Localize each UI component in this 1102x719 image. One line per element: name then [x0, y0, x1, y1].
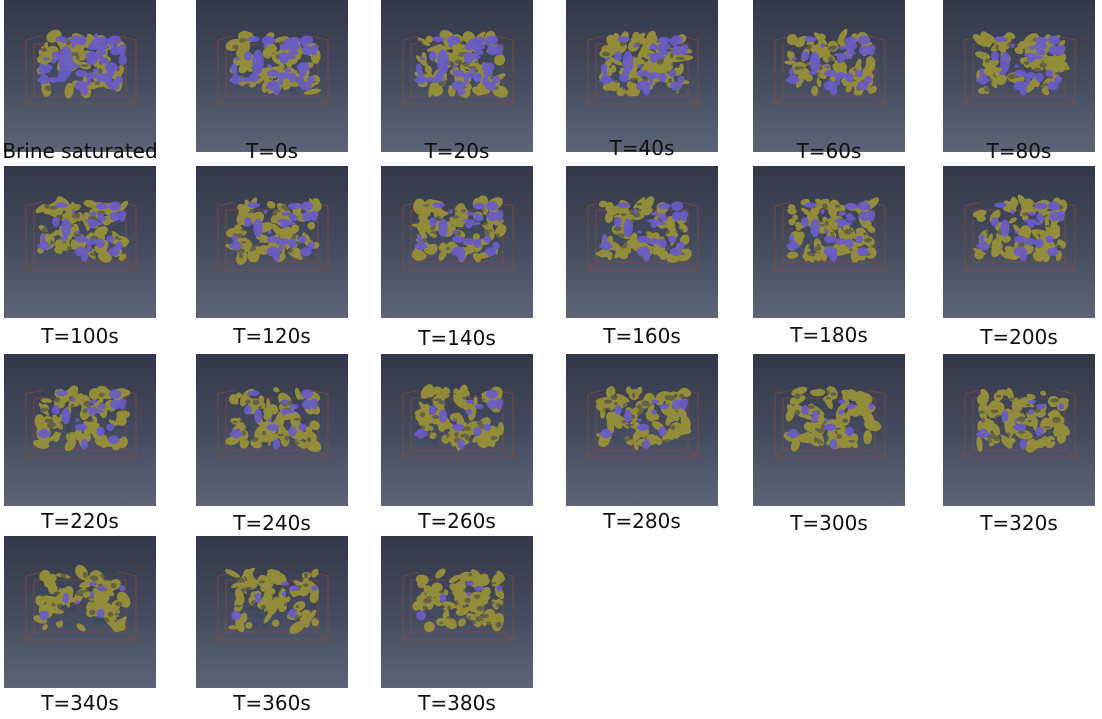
- frame-caption: T=20s: [424, 139, 490, 163]
- brine-phase: [229, 201, 319, 262]
- frame-caption: T=360s: [233, 691, 311, 715]
- brine-phase: [37, 389, 127, 450]
- frame-panel: [196, 166, 348, 318]
- frame-panel: [196, 536, 348, 688]
- micro-ct-render-image: [587, 385, 699, 459]
- brine-phase: [786, 35, 876, 96]
- frame-panel: [943, 166, 1095, 318]
- brine-phase: [414, 201, 504, 262]
- frame-panel: [381, 536, 533, 688]
- brine-phase: [416, 581, 503, 621]
- micro-ct-render-image: [774, 28, 886, 105]
- micro-ct-render-image: [217, 387, 329, 459]
- frame-caption: T=260s: [418, 509, 496, 533]
- micro-ct-render-image: [964, 194, 1076, 271]
- brine-phase: [231, 581, 318, 621]
- sample-bounding-box: [402, 201, 514, 271]
- micro-ct-render-image: [774, 197, 886, 271]
- frame-panel: [4, 354, 156, 506]
- micro-ct-render-image: [402, 384, 514, 459]
- frame-caption: T=160s: [603, 324, 681, 348]
- frame-caption: T=0s: [245, 139, 299, 163]
- frame-panel: [381, 354, 533, 506]
- micro-ct-render-image: [25, 196, 137, 271]
- frame-caption: T=280s: [603, 509, 681, 533]
- brine-phase: [599, 35, 689, 96]
- frame-caption: T=320s: [980, 511, 1058, 535]
- micro-ct-render-image: [587, 196, 699, 271]
- brine-phase: [976, 35, 1066, 96]
- sample-bounding-box: [25, 201, 137, 271]
- brine-phase: [976, 399, 1065, 450]
- micro-ct-render-image: [402, 195, 514, 271]
- micro-ct-render-image: [217, 197, 329, 271]
- frame-panel: [753, 166, 905, 318]
- frame-caption: T=180s: [790, 323, 868, 347]
- brine-phase: [786, 201, 876, 262]
- rock-matrix: [783, 386, 882, 452]
- frame-caption: Brine saturated: [2, 139, 158, 163]
- frame-panel: [753, 354, 905, 506]
- frame-panel: [196, 354, 348, 506]
- rock-matrix: [412, 568, 505, 633]
- frame-caption: T=60s: [796, 139, 862, 163]
- micro-ct-render-image: [25, 564, 137, 641]
- frame-caption: T=340s: [41, 691, 119, 715]
- brine-phase: [37, 201, 127, 262]
- frame-caption: T=220s: [41, 509, 119, 533]
- frame-panel: [566, 0, 718, 152]
- brine-phase: [976, 201, 1066, 262]
- frame-panel: [196, 0, 348, 152]
- sample-bounding-box: [25, 35, 137, 105]
- micro-ct-render-image: [25, 385, 137, 459]
- micro-ct-render-image: [587, 30, 699, 105]
- brine-phase: [786, 399, 875, 450]
- micro-ct-render-image: [774, 386, 886, 459]
- rock-matrix: [976, 387, 1070, 453]
- frame-panel: [943, 354, 1095, 506]
- sample-bounding-box: [217, 201, 329, 271]
- micro-ct-render-image: [964, 31, 1076, 105]
- frame-panel: [4, 166, 156, 318]
- brine-phase: [599, 201, 689, 262]
- frame-caption: T=240s: [233, 511, 311, 535]
- frame-caption: T=40s: [609, 136, 675, 160]
- brine-phase: [414, 389, 504, 450]
- micro-ct-render-image: [217, 567, 329, 641]
- rock-matrix: [224, 567, 320, 634]
- brine-phase: [39, 581, 126, 621]
- frame-panel: [566, 166, 718, 318]
- micro-ct-render-image: [402, 568, 514, 641]
- frame-caption: T=380s: [418, 691, 496, 715]
- micro-ct-render-image: [402, 30, 514, 105]
- frame-caption: T=140s: [418, 326, 496, 350]
- micro-ct-render-image: [25, 29, 137, 105]
- frame-panel: [566, 354, 718, 506]
- frame-panel: [4, 536, 156, 688]
- frame-caption: T=100s: [41, 324, 119, 348]
- brine-phase: [599, 398, 689, 450]
- rock-matrix: [33, 564, 131, 633]
- frame-panel: [381, 0, 533, 152]
- frame-panel: [753, 0, 905, 152]
- brine-phase: [229, 35, 319, 96]
- frame-panel: [4, 0, 156, 152]
- frame-panel: [943, 0, 1095, 152]
- brine-phase: [37, 33, 127, 96]
- frame-caption: T=120s: [233, 324, 311, 348]
- frame-caption: T=300s: [790, 511, 868, 535]
- micro-ct-render-image: [217, 30, 329, 105]
- rock-matrix: [784, 28, 878, 96]
- brine-phase: [414, 35, 504, 96]
- sample-bounding-box: [964, 201, 1076, 271]
- brine-phase: [229, 389, 319, 450]
- micro-ct-render-image: [964, 387, 1076, 459]
- rock-matrix: [595, 385, 692, 451]
- frame-caption: T=80s: [986, 139, 1052, 163]
- frame-caption: T=200s: [980, 325, 1058, 349]
- frame-panel: [381, 166, 533, 318]
